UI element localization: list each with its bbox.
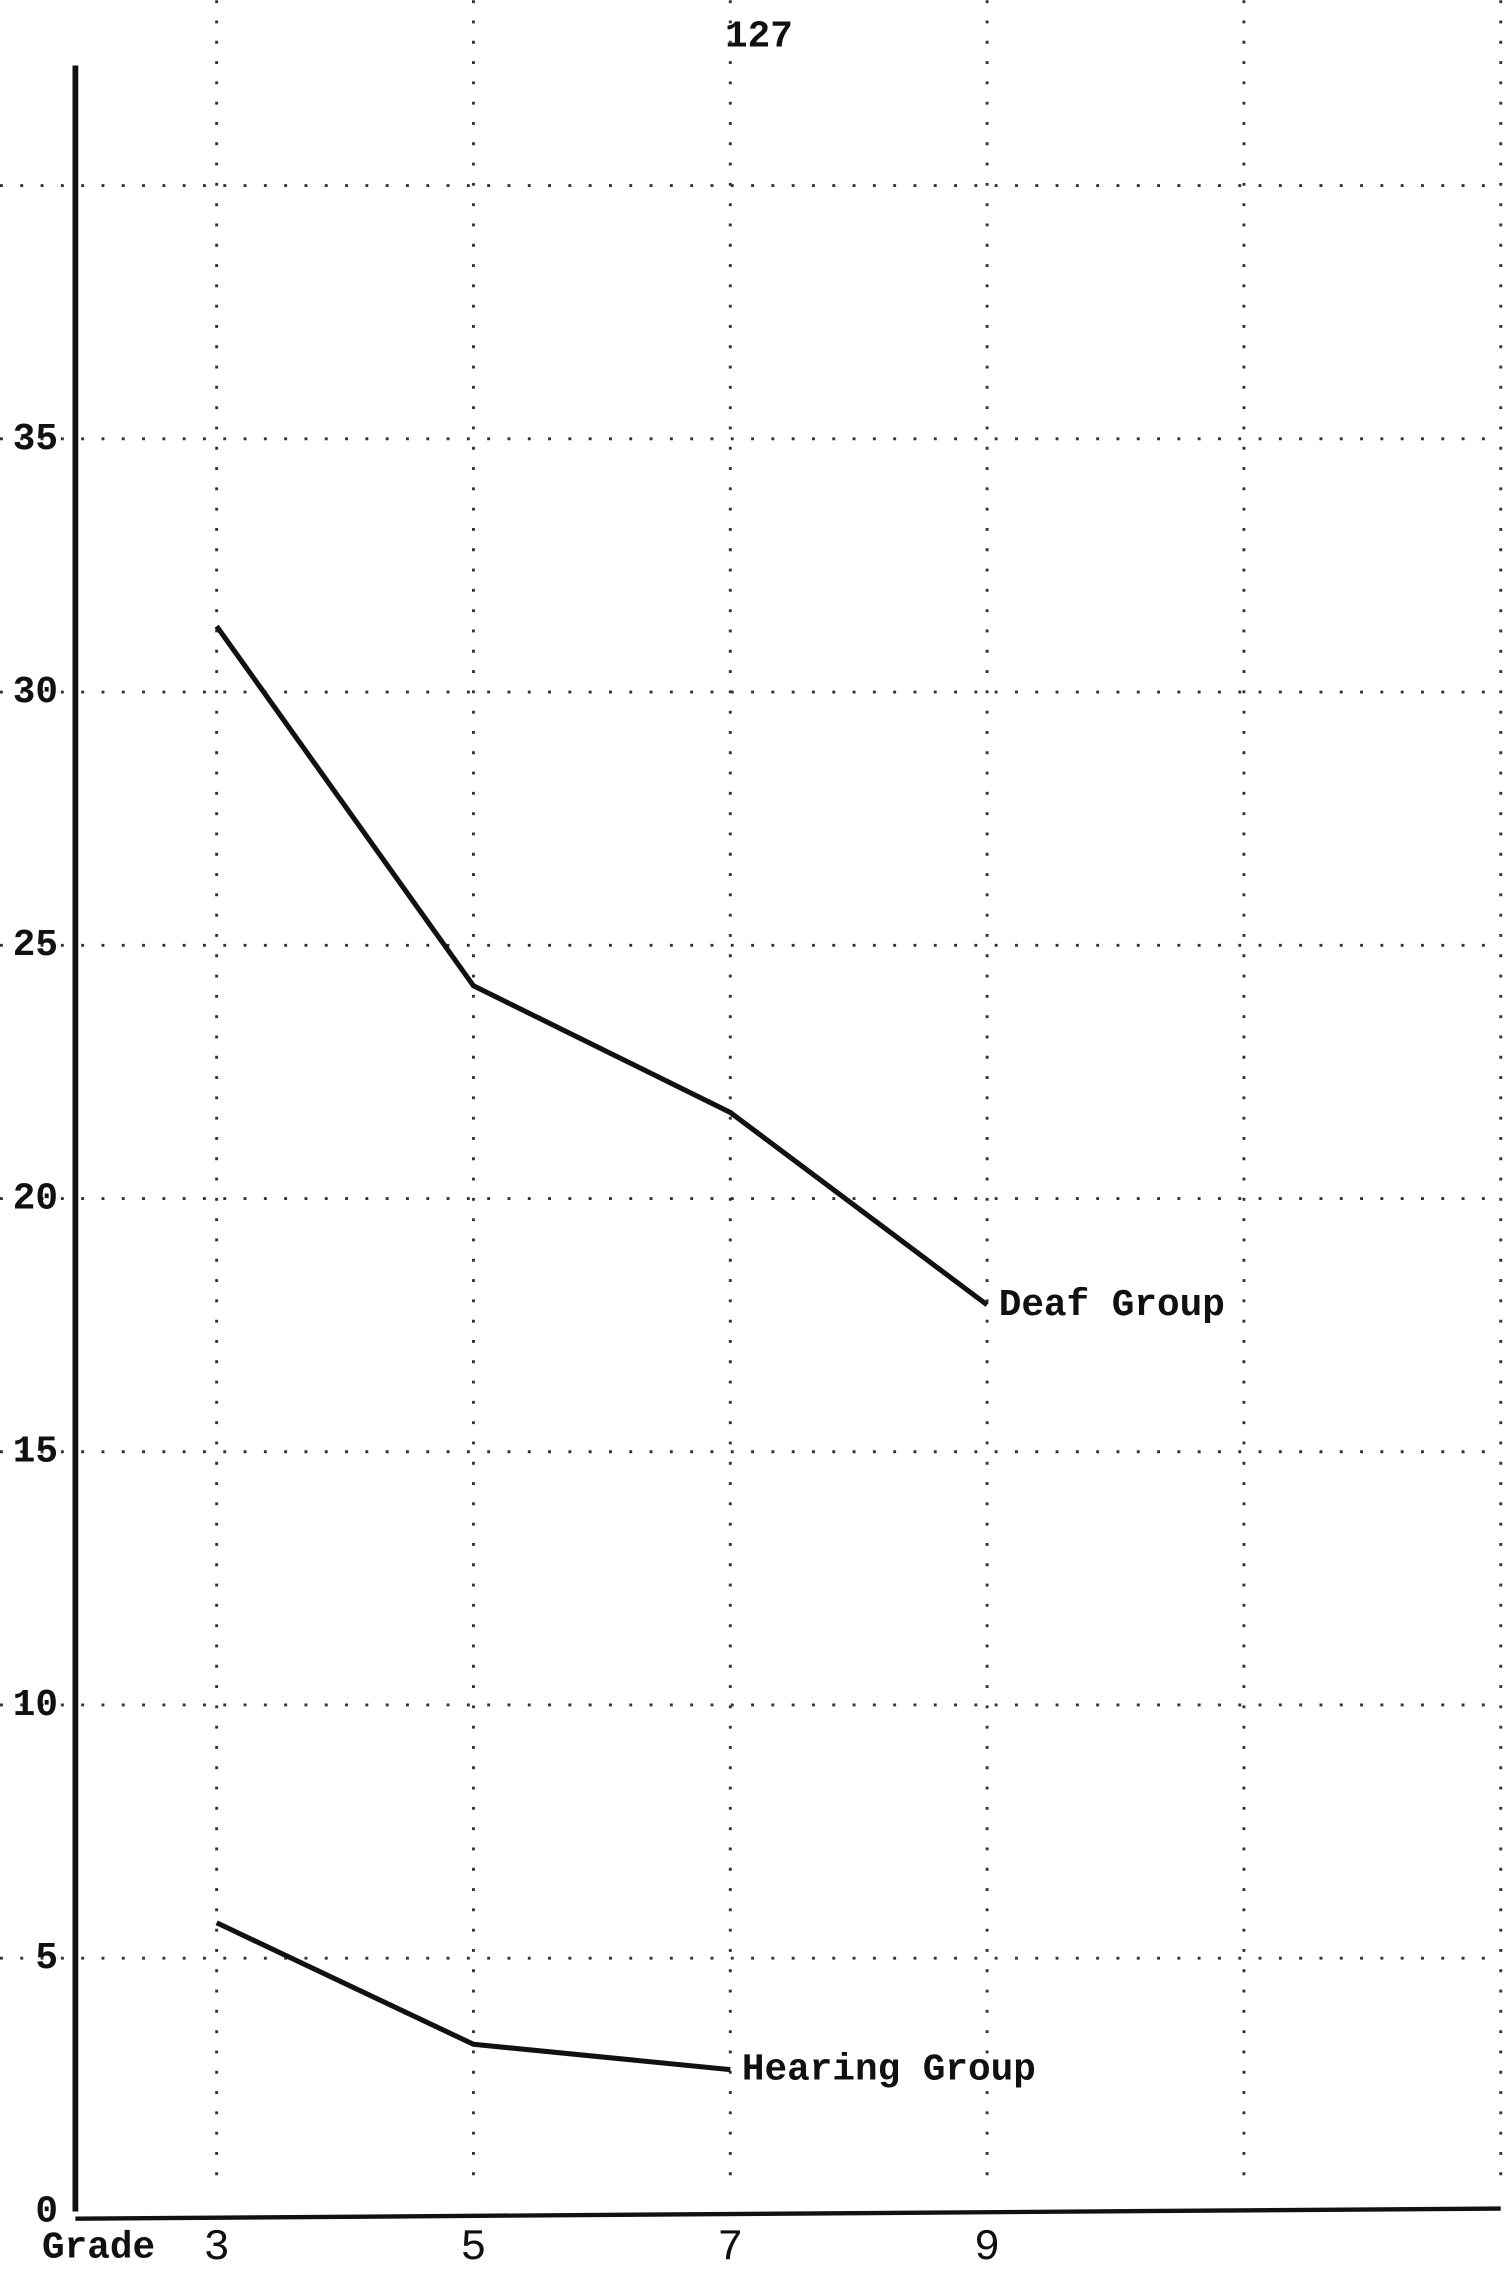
page-number: 127: [725, 16, 793, 58]
y-tick-label: 30: [13, 672, 58, 714]
x-axis: [75, 2206, 1501, 2221]
data-line: [214, 624, 989, 1307]
x-axis-label: Grade: [42, 2228, 155, 2270]
x-tick-label: 5: [460, 2224, 486, 2273]
y-tick-label: 35: [13, 419, 58, 461]
y-tick-label: 15: [13, 1432, 58, 1474]
y-tick-label: 25: [13, 925, 58, 967]
y-tick-label: 10: [13, 1685, 58, 1727]
series-label: Hearing Group: [742, 2050, 1036, 2092]
y-tick-label: 20: [13, 1178, 58, 1220]
series-label: Deaf Group: [999, 1285, 1225, 1327]
data-line: [215, 1920, 731, 2073]
x-tick-label: 9: [974, 2224, 1000, 2273]
y-tick-label: 5: [35, 1938, 58, 1980]
x-tick-label: 7: [717, 2224, 743, 2273]
y-tick-label: 0: [35, 2191, 58, 2233]
x-tick-label: 3: [204, 2224, 230, 2273]
